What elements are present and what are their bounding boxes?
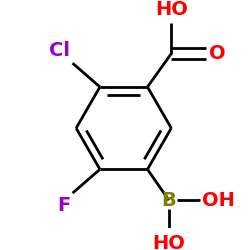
Text: B: B	[162, 191, 176, 210]
Text: OH: OH	[202, 191, 235, 210]
Text: O: O	[209, 44, 226, 63]
Text: HO: HO	[152, 234, 185, 250]
Text: F: F	[57, 196, 70, 215]
Text: Cl: Cl	[49, 41, 70, 60]
Text: HO: HO	[155, 0, 188, 19]
